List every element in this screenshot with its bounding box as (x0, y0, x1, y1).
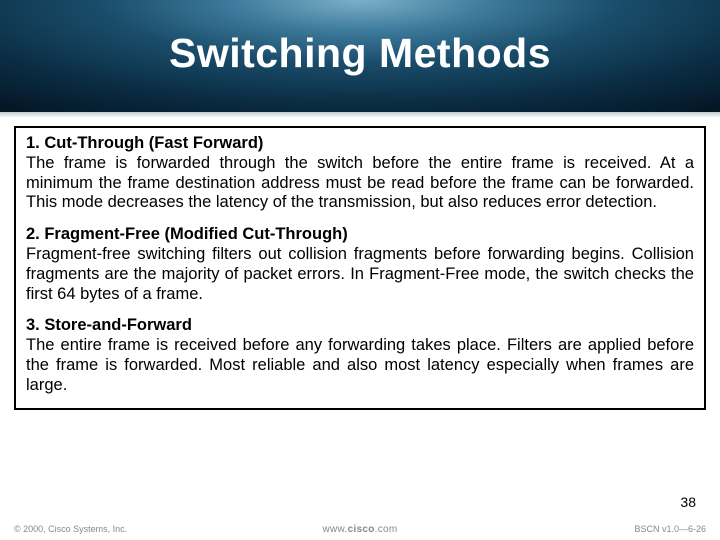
footer-url-bold: cisco (348, 524, 375, 535)
slide-title: Switching Methods (169, 30, 551, 77)
footer-url-suffix: .com (375, 524, 398, 535)
section-1-heading: 1. Cut-Through (Fast Forward) (26, 134, 263, 152)
footer-copyright: © 2000, Cisco Systems, Inc. (14, 524, 127, 534)
section-2-heading: 2. Fragment-Free (Modified Cut-Through) (26, 225, 348, 243)
section-3-body: The entire frame is received before any … (26, 336, 694, 394)
section-1: 1. Cut-Through (Fast Forward) The frame … (26, 134, 694, 213)
slide-footer: © 2000, Cisco Systems, Inc. www.cisco.co… (0, 518, 720, 540)
section-3: 3. Store-and-Forward The entire frame is… (26, 316, 694, 395)
section-2-body: Fragment-free switching filters out coll… (26, 245, 694, 303)
slide-number: 38 (680, 494, 696, 510)
section-3-heading: 3. Store-and-Forward (26, 316, 192, 334)
footer-docid: BSCN v1.0—6-26 (634, 524, 706, 534)
footer-url-prefix: www. (322, 524, 347, 535)
content-box: 1. Cut-Through (Fast Forward) The frame … (14, 126, 706, 410)
section-2: 2. Fragment-Free (Modified Cut-Through) … (26, 225, 694, 304)
slide-header: Switching Methods (0, 0, 720, 112)
footer-url: www.cisco.com (322, 524, 397, 535)
section-1-body: The frame is forwarded through the switc… (26, 154, 694, 212)
